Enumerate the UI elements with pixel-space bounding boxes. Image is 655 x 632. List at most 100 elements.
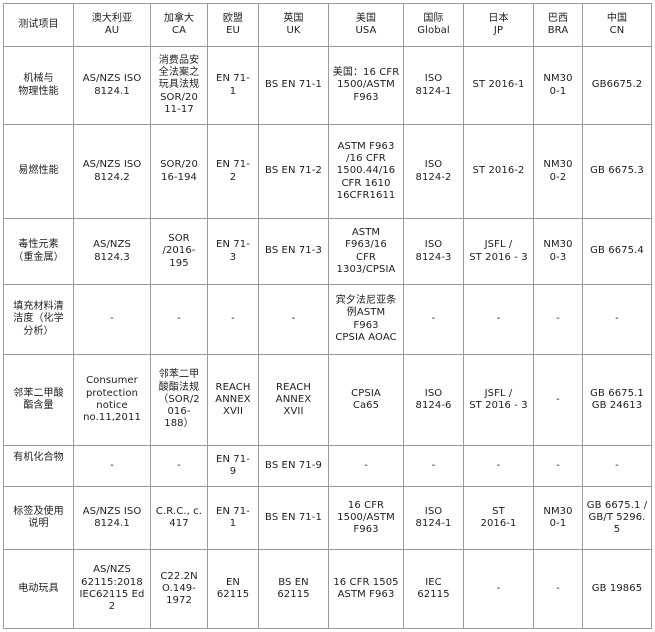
cell-uk: BS EN 62115 (258, 549, 329, 629)
cell-bra: - (533, 284, 583, 355)
cell-ca: - (150, 284, 208, 355)
cell-au: AS/NZS 62115:2018 IEC62115 Ed 2 (73, 549, 151, 629)
cell-uk: BS EN 71-2 (258, 124, 329, 219)
cell-au: AS/NZS 8124.3 (73, 218, 151, 285)
cell-usa: ASTM F963 /16 CFR 1500.44/16 CFR 1610 16… (328, 124, 404, 219)
row-label: 邻苯二甲酸 酯含量 (3, 354, 74, 446)
cell-eu: EN 71- 9 (207, 445, 259, 487)
cell-cn: - (582, 445, 652, 487)
cell-au: AS/NZS ISO 8124.2 (73, 124, 151, 219)
cell-jp: JSFL / ST 2016 - 3 (463, 354, 534, 446)
table-row: 电动玩具 AS/NZS 62115:2018 IEC62115 Ed 2 C22.2… (3, 549, 652, 629)
cell-uk: BS EN 71-9 (258, 445, 329, 487)
row-label: 毒性元素 （重金属） (3, 218, 74, 285)
cell-bra: NM30 0-1 (533, 46, 583, 125)
cell-cn: GB 6675.3 (582, 124, 652, 219)
cell-global: - (403, 445, 464, 487)
row-label: 易燃性能 (3, 124, 74, 219)
row-label: 机械与 物理性能 (3, 46, 74, 125)
cell-au: - (73, 445, 151, 487)
cell-usa: 美国：16 CFR 1500/ASTM F963 (328, 46, 404, 125)
table-row: 机械与 物理性能 AS/NZS ISO 8124.1 消费品安 全法案之 玩具法规 … (3, 46, 652, 125)
header-eu: 欧盟 EU (207, 3, 259, 47)
cell-global: IEC 62115 (403, 549, 464, 629)
cell-jp: ST 2016-1 (463, 486, 534, 550)
row-label: 电动玩具 (3, 549, 74, 629)
header-au: 澳大利亚 AU (73, 3, 151, 47)
cell-uk: - (258, 284, 329, 355)
cell-eu: - (207, 284, 259, 355)
cell-eu: EN 62115 (207, 549, 259, 629)
cell-jp: - (463, 549, 534, 629)
cell-usa: CPSIA Ca65 (328, 354, 404, 446)
cell-bra: NM30 0-2 (533, 124, 583, 219)
standards-table: 测试项目 澳大利亚 AU 加拿大 CA 欧盟 EU 英国 UK 美国 USA 国际 Glob… (3, 3, 652, 629)
cell-uk: BS EN 71-3 (258, 218, 329, 285)
cell-eu: EN 71- 3 (207, 218, 259, 285)
cell-bra: - (533, 549, 583, 629)
cell-cn: GB 6675.1 / GB/T 5296. 5 (582, 486, 652, 550)
cell-au: AS/NZS ISO 8124.1 (73, 486, 151, 550)
cell-eu: EN 71- 1 (207, 46, 259, 125)
table-row: 易燃性能 AS/NZS ISO 8124.2 SOR/20 16-194 EN 71-… (3, 124, 652, 219)
cell-au: - (73, 284, 151, 355)
cell-usa: 宾夕法尼亚条 例ASTM F963 CPSIA AOAC (328, 284, 404, 355)
header-usa: 美国 USA (328, 3, 404, 47)
cell-usa: ASTM F963/16 CFR 1303/CPSIA (328, 218, 404, 285)
cell-usa: 16 CFR 1500/ASTM F963 (328, 486, 404, 550)
cell-bra: NM30 0-1 (533, 486, 583, 550)
header-ca: 加拿大 CA (150, 3, 208, 47)
cell-au: AS/NZS ISO 8124.1 (73, 46, 151, 125)
cell-ca: SOR/20 16-194 (150, 124, 208, 219)
cell-global: ISO 8124-3 (403, 218, 464, 285)
cell-global: - (403, 284, 464, 355)
table-row: 标签及使用 说明 AS/NZS ISO 8124.1 C.R.C., c. 417 E… (3, 486, 652, 550)
cell-jp: - (463, 445, 534, 487)
header-cn: 中国 CN (582, 3, 652, 47)
cell-jp: ST 2016-1 (463, 46, 534, 125)
row-label: 填充材料清 洁度（化学 分析） (3, 284, 74, 355)
cell-eu: EN 71- 2 (207, 124, 259, 219)
cell-uk: REACH ANNEX XVII (258, 354, 329, 446)
cell-ca: 邻苯二甲 酸酯法规 （SOR/2 016- 188） (150, 354, 208, 446)
cell-cn: GB 19865 (582, 549, 652, 629)
cell-ca: C22.2N O.149- 1972 (150, 549, 208, 629)
cell-global: ISO 8124-1 (403, 486, 464, 550)
header-row: 测试项目 澳大利亚 AU 加拿大 CA 欧盟 EU 英国 UK 美国 USA 国际 Glob… (3, 3, 652, 47)
header-jp: 日本 JP (463, 3, 534, 47)
table-row: 邻苯二甲酸 酯含量 Consumer protection notice no.1… (3, 354, 652, 446)
cell-bra: NM30 0-3 (533, 218, 583, 285)
header-test-item: 测试项目 (3, 3, 74, 47)
cell-ca: - (150, 445, 208, 487)
cell-au: Consumer protection notice no.11,2011 (73, 354, 151, 446)
table-row: 毒性元素 （重金属） AS/NZS 8124.3 SOR /2016- 195 EN … (3, 218, 652, 285)
cell-usa: - (328, 445, 404, 487)
cell-eu: REACH ANNEX XVII (207, 354, 259, 446)
cell-jp: JSFL / ST 2016 - 3 (463, 218, 534, 285)
cell-usa: 16 CFR 1505 ASTM F963 (328, 549, 404, 629)
cell-ca: 消费品安 全法案之 玩具法规 SOR/20 11-17 (150, 46, 208, 125)
cell-cn: GB 6675.4 (582, 218, 652, 285)
header-bra: 巴西 BRA (533, 3, 583, 47)
table-row: 有机化合物 - - EN 71- 9 BS EN 71-9- - - - - (3, 445, 652, 487)
cell-bra: - (533, 445, 583, 487)
cell-jp: - (463, 284, 534, 355)
cell-bra: - (533, 354, 583, 446)
cell-uk: BS EN 71-1 (258, 46, 329, 125)
cell-cn: - (582, 284, 652, 355)
row-label: 有机化合物 (3, 445, 74, 487)
cell-global: ISO 8124-6 (403, 354, 464, 446)
cell-ca: SOR /2016- 195 (150, 218, 208, 285)
header-uk: 英国 UK (258, 3, 329, 47)
cell-cn: GB6675.2 (582, 46, 652, 125)
cell-ca: C.R.C., c. 417 (150, 486, 208, 550)
header-global: 国际 Global (403, 3, 464, 47)
cell-uk: BS EN 71-1 (258, 486, 329, 550)
cell-eu: EN 71- 1 (207, 486, 259, 550)
cell-cn: GB 6675.1 GB 24613 (582, 354, 652, 446)
table-row: 填充材料清 洁度（化学 分析） - - - - 宾夕法尼亚条 例ASTM F963 CPS… (3, 284, 652, 355)
cell-jp: ST 2016-2 (463, 124, 534, 219)
cell-global: ISO 8124-1 (403, 46, 464, 125)
row-label: 标签及使用 说明 (3, 486, 74, 550)
cell-global: ISO 8124-2 (403, 124, 464, 219)
